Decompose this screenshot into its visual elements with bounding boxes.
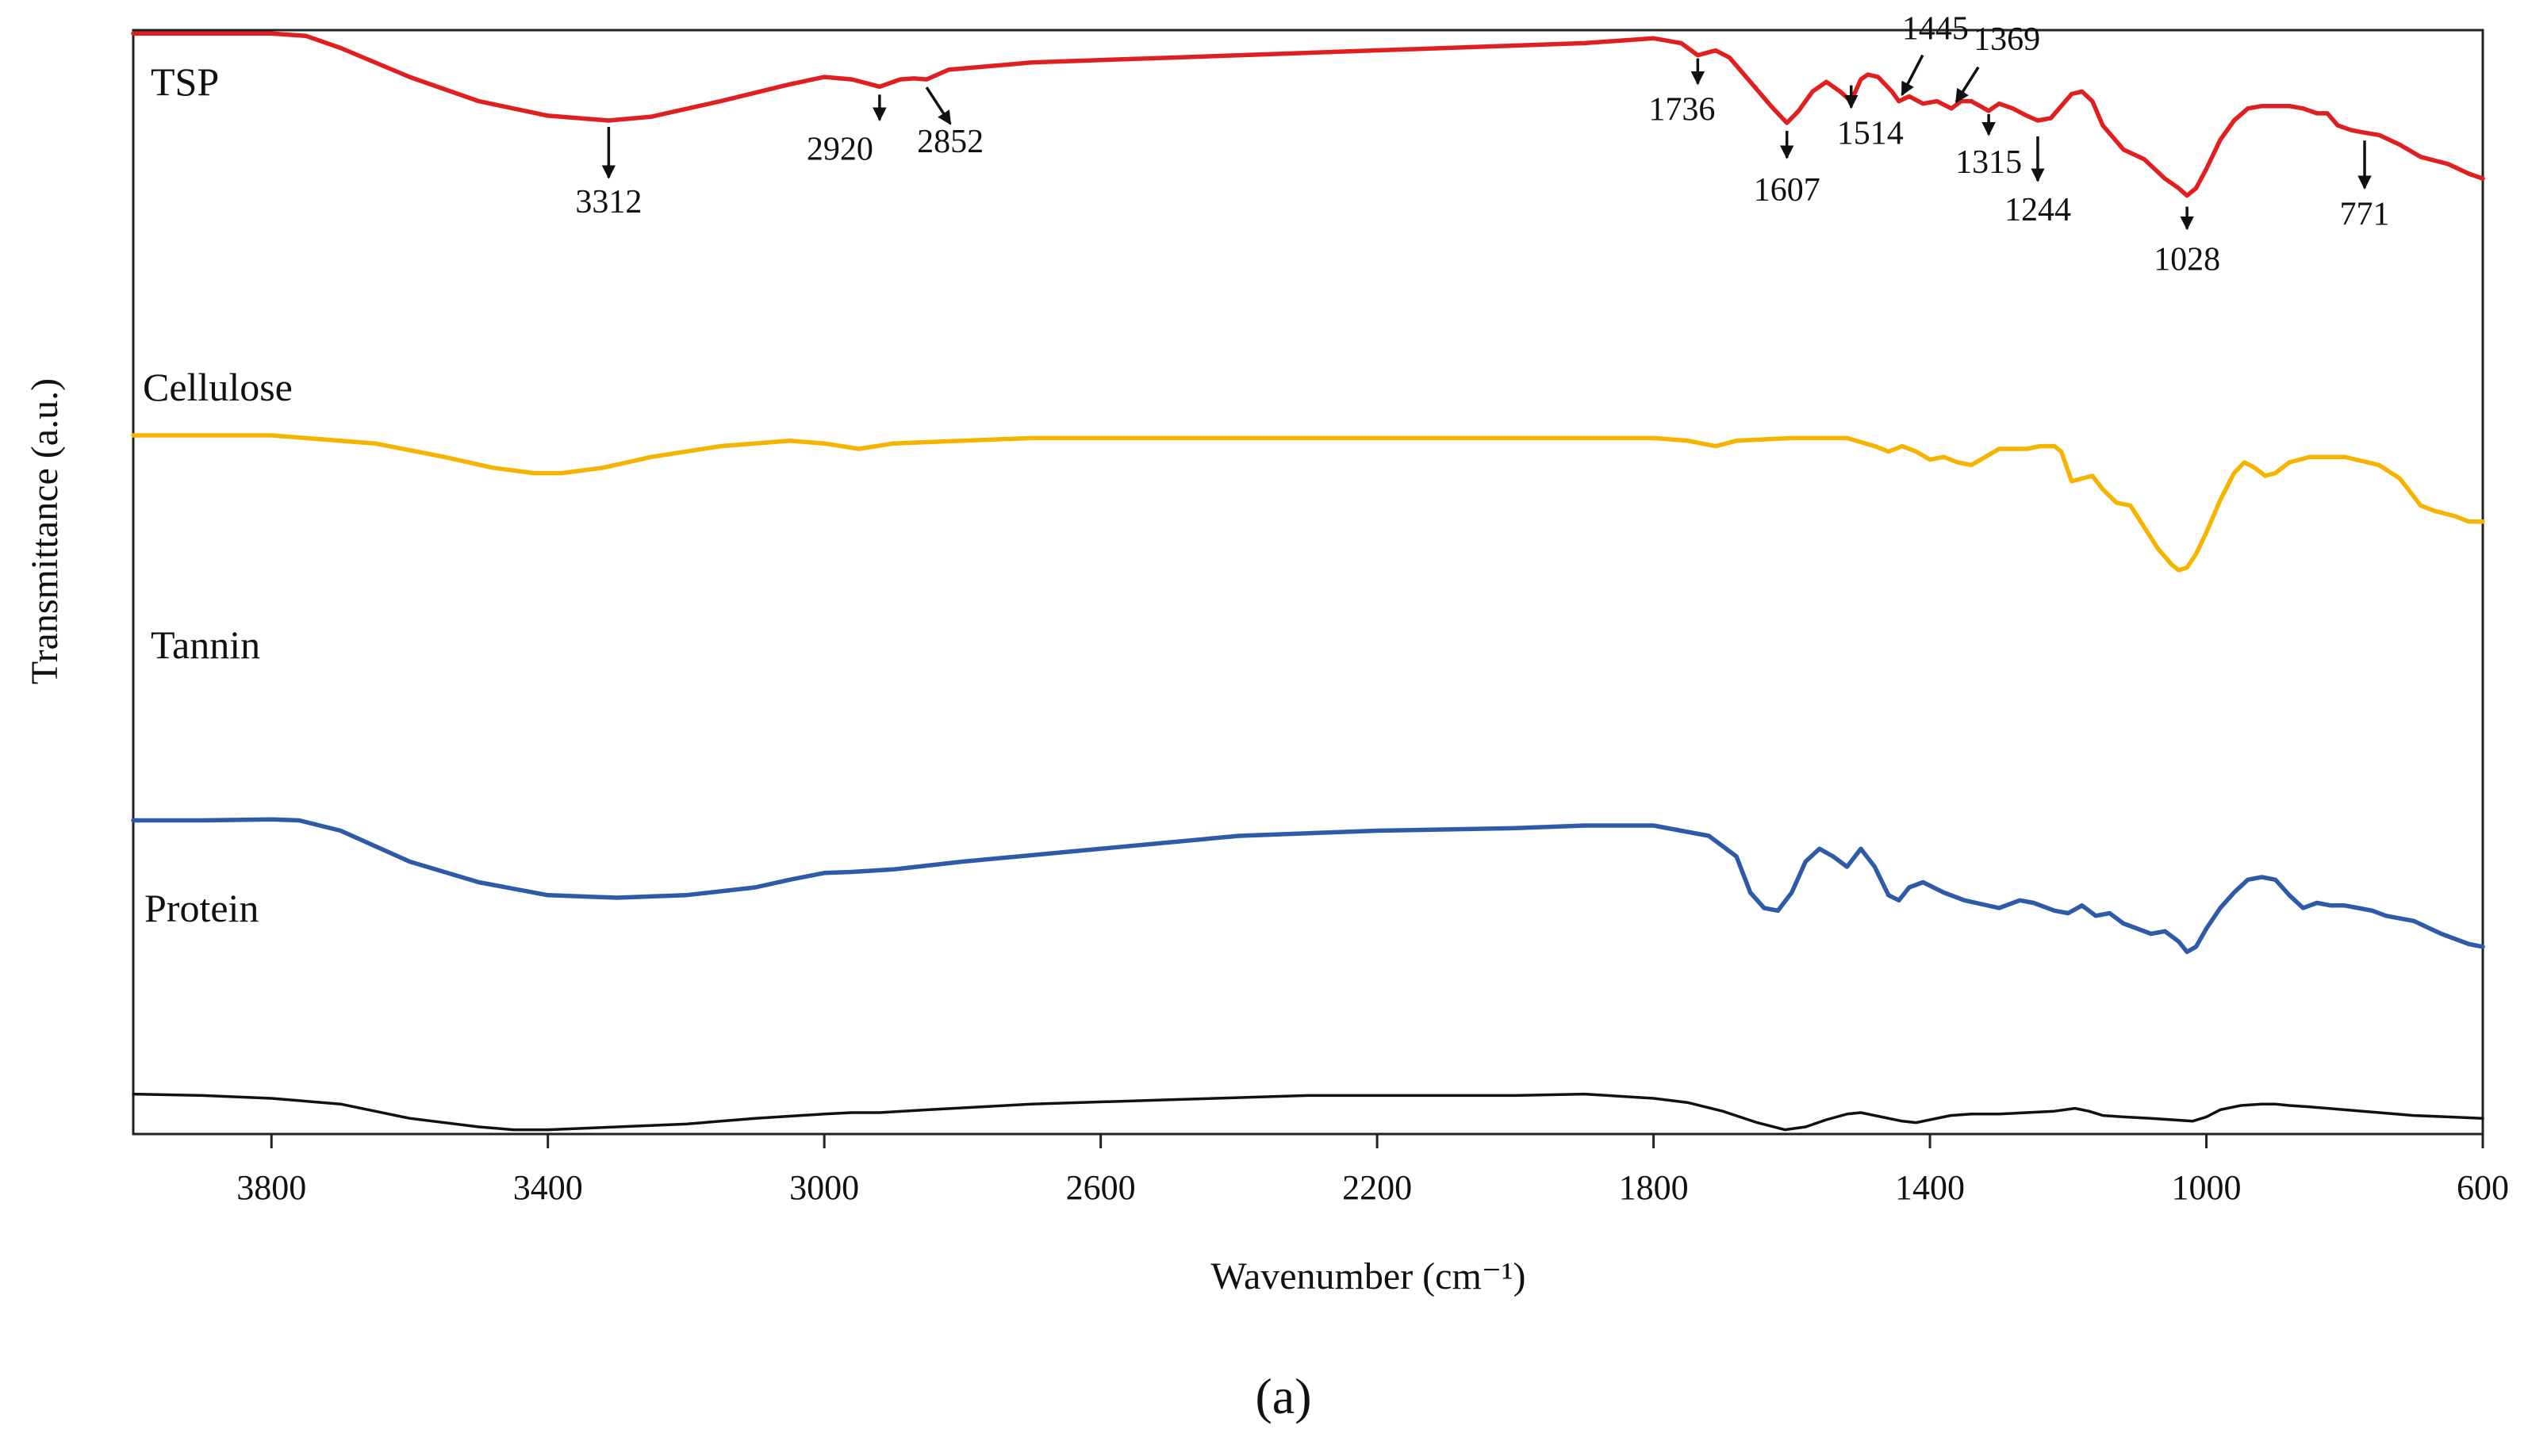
peak-label-2920: 2920 [807,131,873,167]
x-axis-title: Wavenumber (cm⁻¹) [1210,1255,1525,1297]
x-tick-label: 2600 [1066,1168,1136,1207]
x-tick-label: 1800 [1619,1168,1689,1207]
series-line-tsp [131,31,2485,198]
x-tick-label: 1000 [2172,1168,2242,1207]
series-label-protein: Protein [144,886,259,930]
peak-label-771: 771 [2340,196,2390,232]
x-tick-label: 3400 [513,1168,583,1207]
peak-label-1028: 1028 [2154,242,2220,278]
x-tick-label: 2200 [1342,1168,1412,1207]
x-tick-label: 1400 [1895,1168,1965,1207]
series-label-tsp: TSP [151,59,219,104]
x-tick-label: 3800 [236,1168,306,1207]
peak-label-1514: 1514 [1837,116,1904,152]
plot-frame [132,29,2484,1136]
series-line-cellulose [131,433,2485,573]
peak-label-1607: 1607 [1754,172,1820,209]
peak-label-1244: 1244 [2004,192,2071,228]
x-tick-label: 600 [2457,1168,2509,1207]
peak-label-1315: 1315 [1955,144,2022,181]
peak-label-1369: 1369 [1974,21,2040,58]
peak-label-1736: 1736 [1648,92,1715,128]
panel-label: (a) [1255,1368,1311,1424]
spectra-layer [131,31,2485,1132]
peak-arrow-2852 [925,86,952,125]
series-line-protein [132,1092,2484,1132]
peak-annotations-layer: 3312 2920 2852 1736 1607 1514 1445 1369 1315 1244… [575,11,2389,278]
peak-arrow-1445 [1901,54,1924,97]
peak-label-2852: 2852 [917,124,984,160]
x-tick-label: 3000 [789,1168,859,1207]
y-axis-title: Transmittance (a.u.) [24,378,66,684]
peak-arrow-1369 [1955,66,1980,104]
series-labels-layer: TSP Cellulose Tannin Protein [143,59,293,930]
peak-label-3312: 3312 [575,184,642,220]
peak-label-1445: 1445 [1902,11,1969,48]
series-label-cellulose: Cellulose [143,365,293,409]
series-label-tannin: Tannin [151,623,260,667]
series-line-tannin [131,817,2485,955]
x-axis-ticks: 3800 3400 3000 2600 2200 1800 1400 1000 600 [236,1134,2509,1207]
